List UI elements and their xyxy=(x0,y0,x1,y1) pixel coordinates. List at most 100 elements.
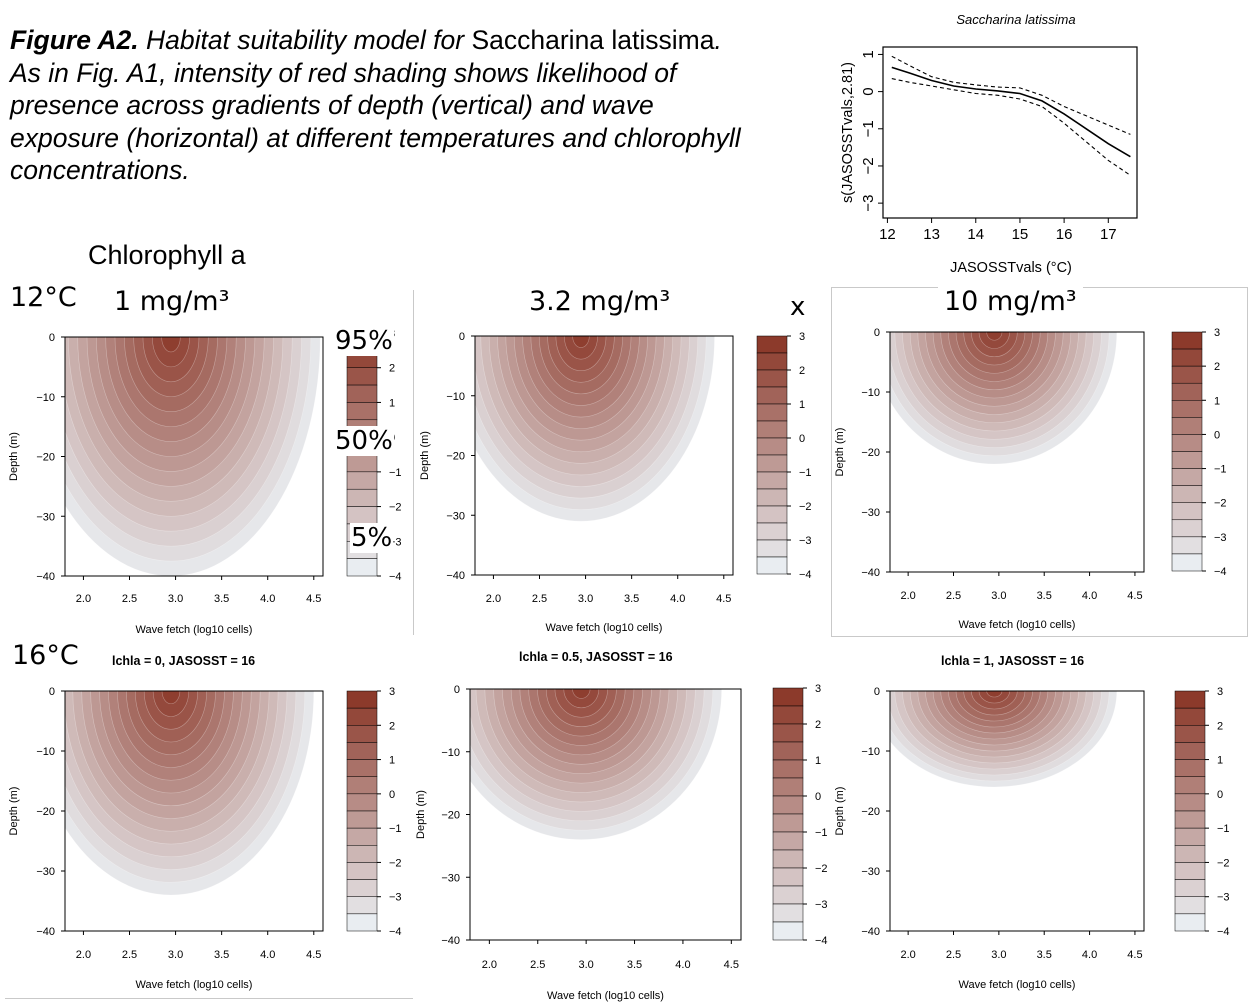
x-axis-label: Wave fetch (log10 cells) xyxy=(546,622,663,634)
x-tick-label-0: 2.0 xyxy=(482,959,497,971)
x-tick-label-3: 3.5 xyxy=(1037,949,1052,961)
small-chart-box xyxy=(882,46,1138,219)
colorbar-label-4: −1 xyxy=(815,827,828,839)
colorbar-label-5: −2 xyxy=(799,501,812,513)
colorbar-label-3: 0 xyxy=(389,789,395,801)
x-tick-label-1: 2.5 xyxy=(946,949,961,961)
small-x-tick-label-0: 12 xyxy=(879,226,896,243)
colorbar-label-2: 1 xyxy=(799,399,805,411)
chlorophyll-header: Chlorophyll a xyxy=(88,240,246,270)
colorbar-cell-5 xyxy=(756,420,788,439)
x-tick-label-3: 3.5 xyxy=(214,949,229,961)
column-label-1: 1 mg/m³ xyxy=(108,286,236,317)
panel-frame-bottom-left xyxy=(5,998,413,999)
colorbar-label-7: −4 xyxy=(389,571,402,583)
colorbar-label-5: −2 xyxy=(1217,857,1230,869)
colorbar-cell-13 xyxy=(1174,913,1206,932)
y-axis-label: Depth (m) xyxy=(419,431,431,480)
colorbar-label-3: 0 xyxy=(1217,789,1223,801)
colorbar-label-7: −4 xyxy=(815,935,828,947)
colorbar-cell-12 xyxy=(1171,536,1203,555)
colorbar-cell-8 xyxy=(772,831,804,851)
small-x-tick-label-3: 15 xyxy=(1012,226,1029,243)
colorbar-label-4: −1 xyxy=(799,467,812,479)
small-y-tick-label-0: 1 xyxy=(860,50,877,58)
colorbar-label-6: −3 xyxy=(799,535,812,547)
colorbar-label-4: −1 xyxy=(1217,823,1230,835)
colorbar-cell-8 xyxy=(346,827,378,846)
small-x-axis-label: JASOSSTvals (°C) xyxy=(950,260,1072,276)
x-tick-label-5: 4.5 xyxy=(306,593,321,605)
colorbar-label-7: −4 xyxy=(389,926,402,938)
colorbar-label-1: 2 xyxy=(389,363,395,375)
figure-label: Figure A2. xyxy=(10,25,139,55)
colorbar-cell-4 xyxy=(1171,400,1203,418)
x-tick-label-1: 2.5 xyxy=(532,593,547,605)
colorbar-label-5: −2 xyxy=(389,857,402,869)
colorbar-cell-12 xyxy=(772,903,804,923)
figure-caption: Figure A2. Habitat suitability model for… xyxy=(10,24,750,187)
colorbar-cell-3 xyxy=(1174,742,1206,760)
x-tick-label-4: 4.0 xyxy=(1082,590,1097,602)
y-tick-label-3: −30 xyxy=(36,511,55,523)
colorbar-label-0: 3 xyxy=(799,331,805,343)
colorbar-cell-8 xyxy=(346,471,378,490)
y-tick-label-2: −20 xyxy=(36,452,55,464)
colorbar-cell-10 xyxy=(346,862,378,880)
colorbar-cell-7 xyxy=(756,454,788,473)
small-y-axis-label: s(JASOSSTvals,2.81) xyxy=(840,62,856,203)
panel-contours xyxy=(475,336,733,575)
y-tick-label-4: −40 xyxy=(441,935,460,947)
small-y-tick-label-4: −3 xyxy=(860,195,877,212)
colorbar-cell-2 xyxy=(346,725,378,743)
small-chart-title: Saccharina latissima xyxy=(956,12,1075,27)
colorbar-cell-10 xyxy=(756,505,788,524)
colorbar-cell-8 xyxy=(1174,827,1206,846)
colorbar-cell-0 xyxy=(756,335,788,354)
colorbar-cell-11 xyxy=(756,522,788,541)
colorbar-cell-1 xyxy=(346,707,378,726)
y-tick-label-0: 0 xyxy=(49,332,55,344)
y-tick-label-0: 0 xyxy=(874,327,880,339)
colorbar-cell-7 xyxy=(346,810,378,829)
x-tick-label-3: 3.5 xyxy=(624,593,639,605)
colorbar-label-6: −3 xyxy=(1214,532,1227,544)
small-y-tick-label-3: −2 xyxy=(860,157,877,174)
y-tick-label-3: −30 xyxy=(36,866,55,878)
colorbar-cell-8 xyxy=(756,471,788,490)
panel-contours xyxy=(890,691,1144,931)
x-axis-label: Wave fetch (log10 cells) xyxy=(136,624,253,636)
colorbar-cell-5 xyxy=(1171,417,1203,435)
x-mark: x xyxy=(790,292,806,322)
x-tick-label-4: 4.0 xyxy=(1082,949,1097,961)
colorbar-cell-1 xyxy=(772,705,804,725)
colorbar-cell-13 xyxy=(756,556,788,575)
panel-contours xyxy=(65,337,323,576)
colorbar-cell-2 xyxy=(1171,365,1203,384)
colorbar-cell-9 xyxy=(772,849,804,869)
colorbar-cell-6 xyxy=(756,437,788,456)
x-tick-label-2: 3.0 xyxy=(578,593,593,605)
x-tick-label-5: 4.5 xyxy=(1127,590,1142,602)
y-tick-label-1: −10 xyxy=(36,392,55,404)
colorbar-cell-13 xyxy=(772,921,804,941)
colorbar-label-1: 2 xyxy=(1214,361,1220,373)
contour-band-15 xyxy=(986,691,1003,698)
colorbar-cell-2 xyxy=(772,723,804,743)
x-tick-label-5: 4.5 xyxy=(724,959,739,971)
colorbar-cell-5 xyxy=(1174,776,1206,795)
colorbar-cell-13 xyxy=(1171,553,1203,572)
colorbar-label-2: 1 xyxy=(1214,395,1220,407)
colorbar-cell-0 xyxy=(1174,690,1206,709)
colorbar-cell-12 xyxy=(346,896,378,915)
x-tick-label-2: 3.0 xyxy=(991,949,1006,961)
y-tick-label-0: 0 xyxy=(459,331,465,343)
y-axis-label: Depth (m) xyxy=(415,790,427,839)
colorbar-cell-3 xyxy=(1171,382,1203,401)
x-tick-label-2: 3.0 xyxy=(168,593,183,605)
colorbar-label-1: 2 xyxy=(799,365,805,377)
colorbar-cell-9 xyxy=(1171,485,1203,503)
colorbar-cell-4 xyxy=(756,403,788,422)
